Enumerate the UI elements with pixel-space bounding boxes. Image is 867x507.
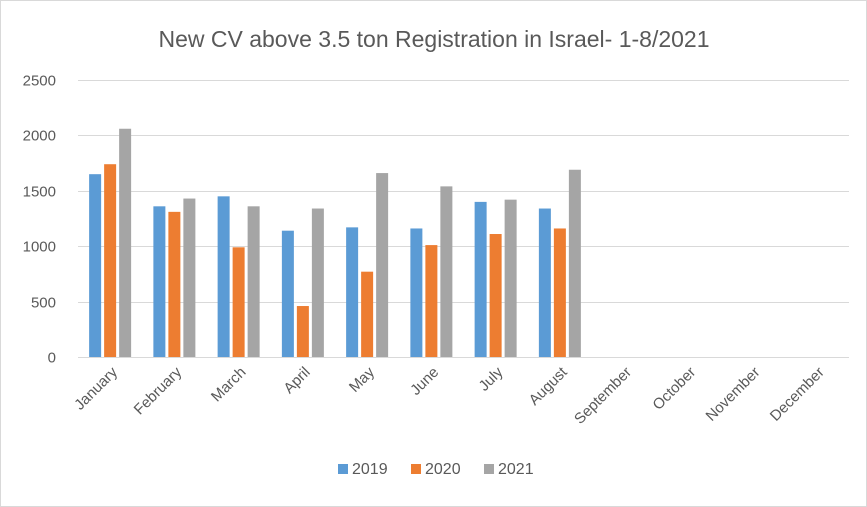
x-tick-label: January	[71, 363, 121, 413]
bar-2021-march	[247, 206, 260, 357]
bar-2020-april	[296, 306, 309, 357]
bar-2019-june	[410, 228, 423, 357]
y-tick-label: 2000	[23, 128, 56, 145]
x-tick-label: October	[649, 364, 699, 414]
x-axis-ticks: January February March April May June July Augu…	[71, 363, 828, 427]
bar-2021-april	[311, 208, 324, 357]
x-tick-label: April	[280, 364, 313, 397]
y-tick-label: 1000	[23, 239, 56, 256]
x-tick-label: March	[208, 364, 249, 405]
legend: 2019 2020 2021	[338, 461, 534, 478]
y-tick-label: 500	[31, 295, 56, 312]
y-tick-label: 1500	[23, 184, 56, 201]
bar-2019-february	[153, 206, 166, 357]
legend-label-2021: 2021	[498, 461, 534, 478]
bar-2021-may	[376, 173, 389, 357]
chart-title: New CV above 3.5 ton Registration in Isr…	[158, 26, 709, 52]
bar-2021-july	[504, 199, 517, 357]
x-tick-label: August	[526, 363, 572, 409]
bar-2019-may	[346, 227, 359, 357]
bar-2020-june	[425, 245, 438, 357]
legend-swatch-2019	[338, 464, 348, 474]
bar-2019-july	[474, 201, 487, 357]
bar-layer	[89, 128, 581, 357]
x-tick-label: May	[346, 363, 378, 395]
grid-layer	[78, 80, 849, 358]
bar-2019-august	[538, 208, 551, 357]
x-tick-label: November	[702, 364, 763, 425]
x-tick-label: July	[476, 363, 507, 394]
bar-2021-august	[568, 169, 581, 357]
bar-2020-may	[361, 271, 374, 357]
bar-2020-january	[104, 164, 117, 357]
legend-swatch-2020	[411, 464, 421, 474]
x-tick-label: September	[571, 364, 635, 428]
bar-2020-august	[553, 228, 566, 357]
bar-2019-january	[89, 174, 102, 357]
x-tick-label: December	[767, 364, 828, 425]
legend-label-2020: 2020	[425, 461, 461, 478]
bar-2019-april	[281, 230, 294, 357]
bar-2020-july	[489, 234, 502, 357]
y-tick-label: 0	[48, 350, 56, 367]
bar-2019-march	[217, 196, 230, 357]
legend-swatch-2021	[484, 464, 494, 474]
bar-2021-january	[119, 128, 132, 357]
bar-2020-february	[168, 211, 181, 357]
x-tick-label: June	[407, 364, 442, 399]
legend-label-2019: 2019	[352, 461, 388, 478]
x-tick-label: February	[131, 363, 186, 418]
y-axis-ticks: 0 500 1000 1500 2000 2500	[23, 73, 56, 367]
bar-2021-february	[183, 198, 196, 357]
bar-2020-march	[232, 247, 245, 357]
bar-2021-june	[440, 186, 453, 357]
y-tick-label: 2500	[23, 73, 56, 90]
